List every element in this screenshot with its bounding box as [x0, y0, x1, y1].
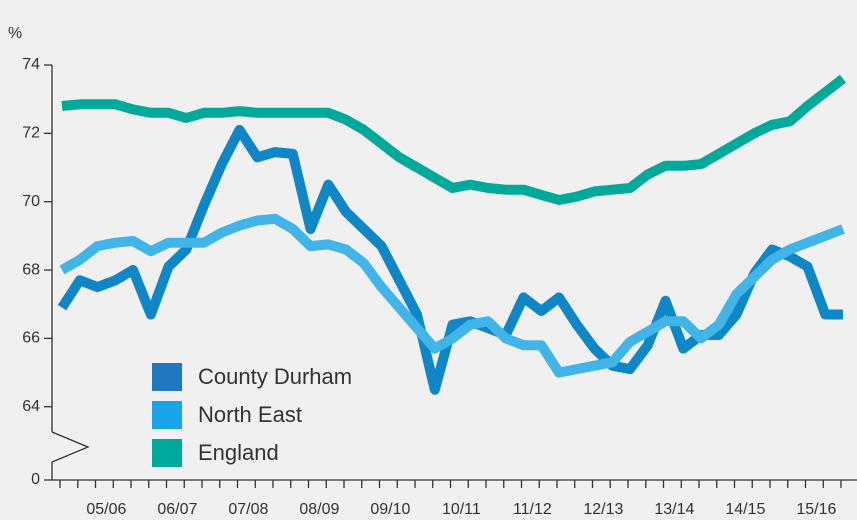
x-tick-label: 06/07	[157, 501, 197, 518]
x-tick-label: 07/08	[228, 501, 268, 518]
y-unit-label: %	[8, 25, 22, 42]
x-tick-label: 12/13	[583, 501, 623, 518]
legend-swatch	[152, 439, 182, 467]
x-tick-label: 09/10	[370, 501, 410, 518]
y-tick-label: 70	[22, 193, 40, 210]
legend-label: County Durham	[198, 364, 352, 389]
y-tick-label: 74	[22, 56, 40, 73]
y-tick-label: 68	[22, 261, 40, 278]
x-tick-label: 08/09	[299, 501, 339, 518]
x-tick-label: 13/14	[654, 501, 694, 518]
y-tick-label: 0	[31, 471, 40, 488]
series-line	[59, 213, 845, 378]
x-tick-label: 11/12	[513, 501, 552, 518]
x-tick-label: 10/11	[442, 501, 481, 518]
x-tick-label: 15/16	[796, 501, 836, 518]
axis-break	[51, 431, 90, 480]
y-tick-label: 64	[22, 398, 40, 415]
legend-label: England	[198, 440, 279, 465]
legend-swatch	[152, 401, 182, 429]
x-tick-label: 14/15	[725, 501, 765, 518]
x-tick-label: 05/06	[86, 501, 126, 518]
y-tick-label: 66	[22, 330, 40, 347]
legend-label: North East	[198, 402, 302, 427]
series-line	[61, 74, 847, 205]
y-tick-label: 72	[22, 125, 40, 142]
legend-swatch	[152, 363, 182, 391]
